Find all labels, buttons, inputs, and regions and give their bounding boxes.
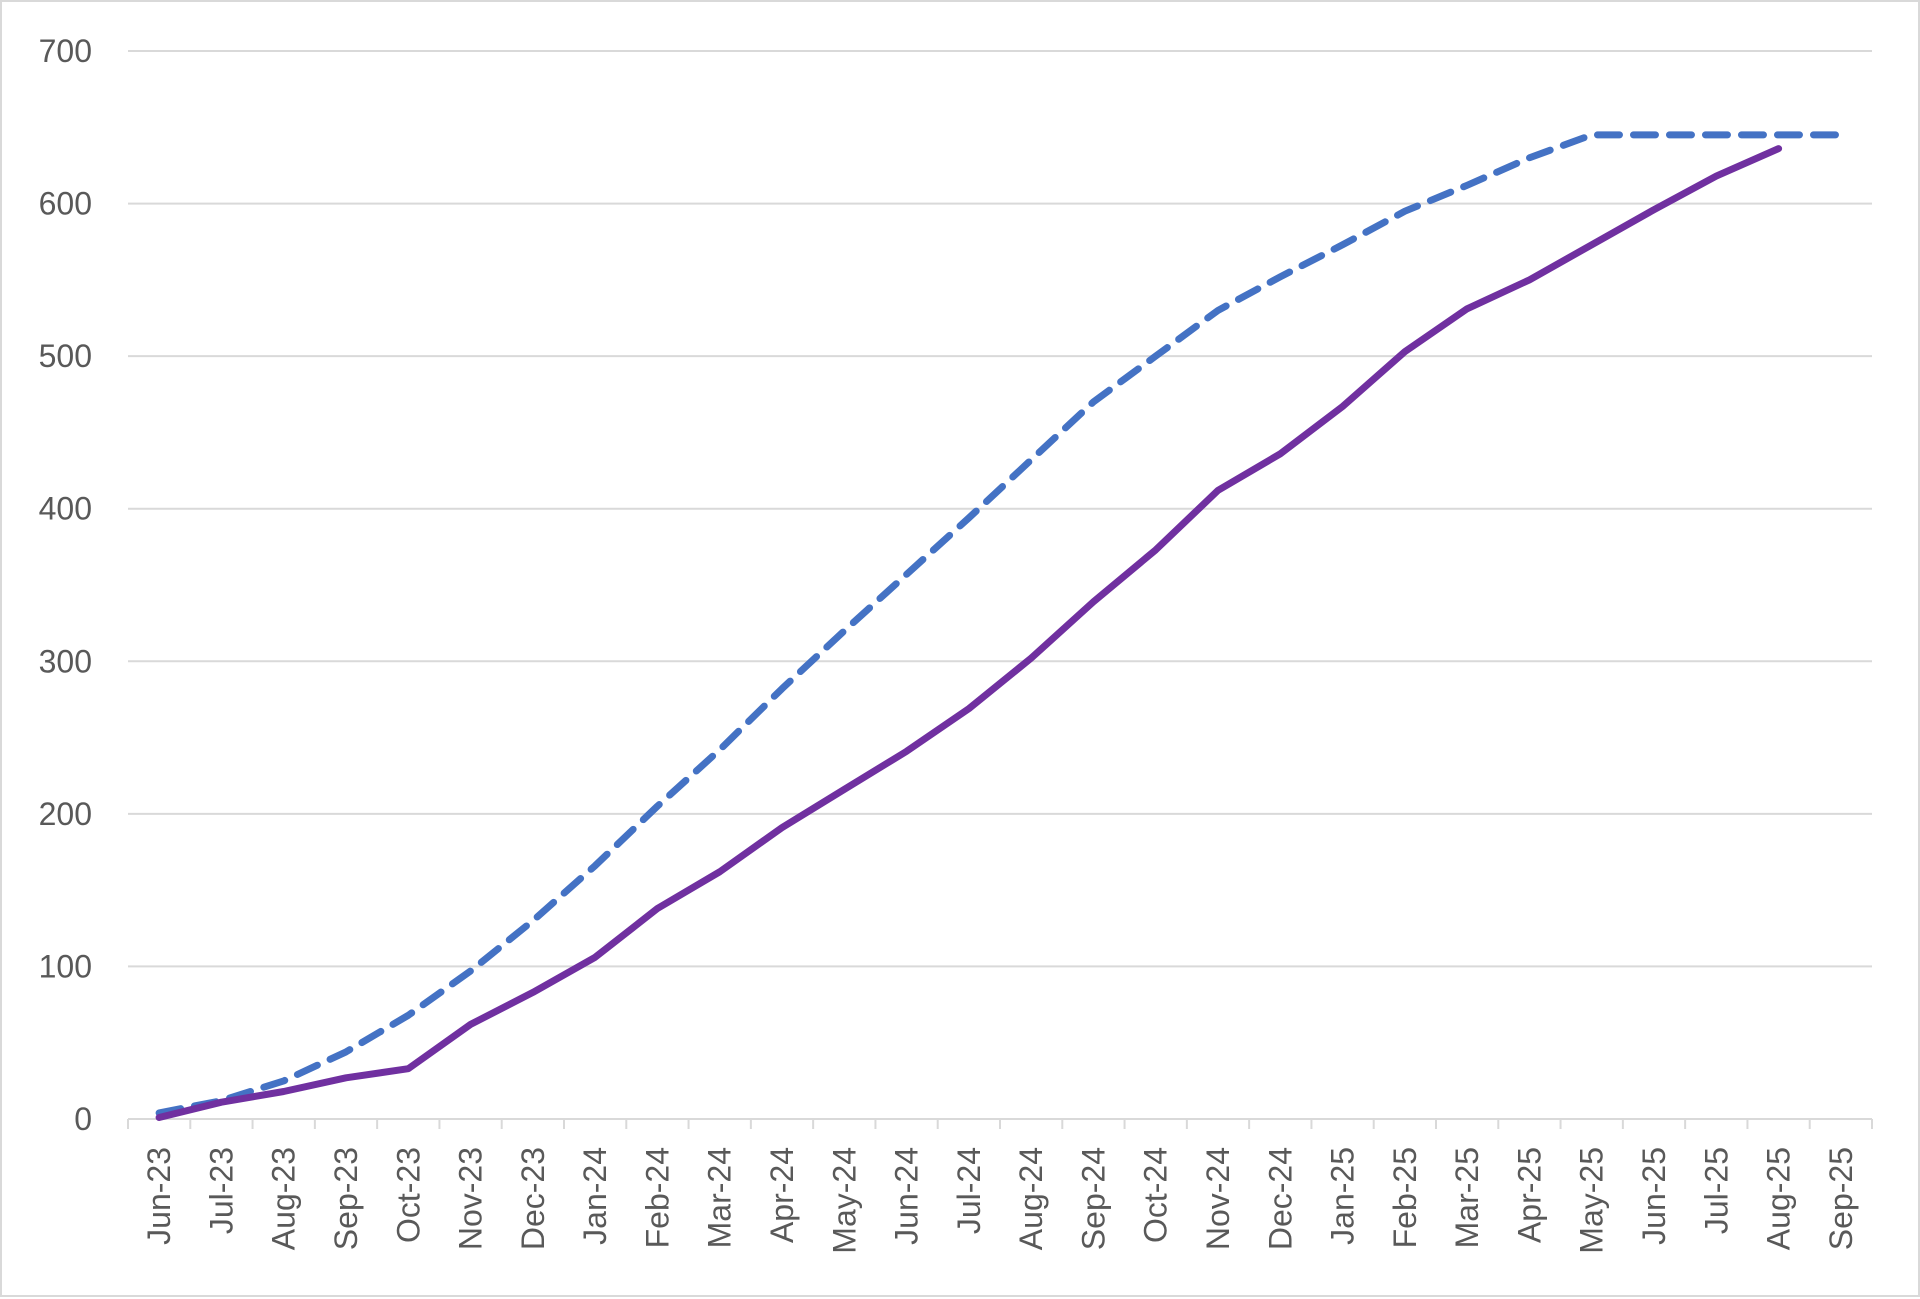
x-tick-label: Oct-24 — [1138, 1147, 1174, 1243]
x-tick-label: May-24 — [826, 1147, 862, 1254]
y-tick-label: 600 — [39, 186, 92, 222]
x-tick-label: Sep-24 — [1075, 1147, 1111, 1250]
data-point — [1277, 274, 1283, 280]
x-tick-label: Nov-24 — [1200, 1147, 1236, 1250]
data-point — [1464, 306, 1470, 312]
data-point — [1713, 132, 1719, 138]
x-tick-label: Aug-24 — [1013, 1147, 1049, 1250]
y-tick-label: 500 — [39, 338, 92, 374]
data-point — [779, 686, 785, 692]
x-tick-label: Aug-23 — [266, 1147, 302, 1250]
data-point — [1215, 307, 1221, 313]
data-point — [966, 706, 972, 712]
y-tick-label: 400 — [39, 491, 92, 527]
data-point — [468, 1021, 474, 1027]
data-point — [405, 1066, 411, 1072]
x-axis-labels: Jun-23 Jul-23 Aug-23 Sep-23 Oct-23 Nov-23 Dec-… — [141, 1147, 1859, 1254]
data-point — [468, 968, 474, 974]
data-point — [841, 628, 847, 634]
x-tick-label: Feb-24 — [639, 1147, 675, 1248]
data-point — [281, 1089, 287, 1095]
x-tick-label: Jan-24 — [577, 1147, 613, 1245]
data-point — [592, 863, 598, 869]
series-line-dashed — [155, 131, 1845, 1117]
data-point — [1464, 182, 1470, 188]
x-tick-label: Oct-23 — [390, 1147, 426, 1243]
data-point — [1340, 403, 1346, 409]
data-point — [218, 1099, 224, 1105]
y-tick-label: 0 — [74, 1101, 92, 1137]
data-point — [654, 803, 660, 809]
data-point — [966, 515, 972, 521]
data-point — [343, 1049, 349, 1055]
data-point — [717, 869, 723, 875]
series-lines — [155, 131, 1845, 1121]
x-tick-label: Jan-25 — [1325, 1147, 1361, 1245]
data-point — [1589, 242, 1595, 248]
data-point — [1838, 132, 1844, 138]
data-point — [1090, 399, 1096, 405]
data-point — [1402, 208, 1408, 214]
data-point — [1090, 599, 1096, 605]
x-tick-label: Jul-25 — [1698, 1147, 1734, 1234]
data-point — [1651, 132, 1657, 138]
data-point — [156, 1114, 162, 1120]
data-point — [405, 1012, 411, 1018]
data-point — [530, 918, 536, 924]
data-point — [530, 989, 536, 995]
x-tick-label: Mar-25 — [1449, 1147, 1485, 1248]
data-point — [1028, 457, 1034, 463]
x-tick-label: Jun-24 — [889, 1147, 925, 1245]
data-point — [592, 954, 598, 960]
x-tick-label: Feb-25 — [1387, 1147, 1423, 1248]
data-point — [1402, 349, 1408, 355]
data-point — [1028, 655, 1034, 661]
data-point — [1526, 155, 1532, 161]
data-point — [343, 1075, 349, 1081]
y-tick-label: 700 — [39, 33, 92, 69]
x-tick-label: Sep-23 — [328, 1147, 364, 1250]
data-point — [1713, 173, 1719, 179]
x-tick-label: Jul-23 — [203, 1147, 239, 1234]
y-tick-label: 200 — [39, 796, 92, 832]
data-point — [779, 825, 785, 831]
data-point — [1340, 242, 1346, 248]
data-point — [281, 1078, 287, 1084]
data-point — [1215, 487, 1221, 493]
data-point — [1153, 547, 1159, 553]
x-tick-label: Jul-24 — [951, 1147, 987, 1234]
y-axis-labels: 0 100 200 300 400 500 600 700 — [39, 33, 92, 1137]
data-point — [1153, 353, 1159, 359]
y-tick-label: 100 — [39, 948, 92, 984]
x-axis — [127, 1118, 1873, 1129]
x-tick-label: Sep-25 — [1823, 1147, 1859, 1250]
series-line-solid — [155, 145, 1783, 1121]
data-point — [1277, 451, 1283, 457]
data-point — [904, 748, 910, 754]
x-tick-label: Nov-23 — [453, 1147, 489, 1250]
data-point — [1776, 146, 1782, 152]
x-tick-label: Jun-23 — [141, 1147, 177, 1245]
gridlines — [128, 50, 1872, 968]
data-point — [717, 747, 723, 753]
data-point — [1526, 277, 1532, 283]
x-tick-label: May-25 — [1574, 1147, 1610, 1254]
x-tick-label: Dec-23 — [515, 1147, 551, 1250]
x-tick-label: Apr-24 — [764, 1147, 800, 1243]
data-point — [654, 905, 660, 911]
x-tick-label: Dec-24 — [1262, 1147, 1298, 1250]
x-tick-label: Aug-25 — [1761, 1147, 1797, 1250]
y-tick-label: 300 — [39, 643, 92, 679]
x-tick-label: Mar-24 — [702, 1147, 738, 1248]
data-point — [841, 786, 847, 792]
x-tick-label: Jun-25 — [1636, 1147, 1672, 1245]
data-point — [1651, 207, 1657, 213]
data-point — [904, 571, 910, 577]
data-point — [1776, 132, 1782, 138]
data-point — [1589, 132, 1595, 138]
x-tick-label: Apr-25 — [1511, 1147, 1547, 1243]
